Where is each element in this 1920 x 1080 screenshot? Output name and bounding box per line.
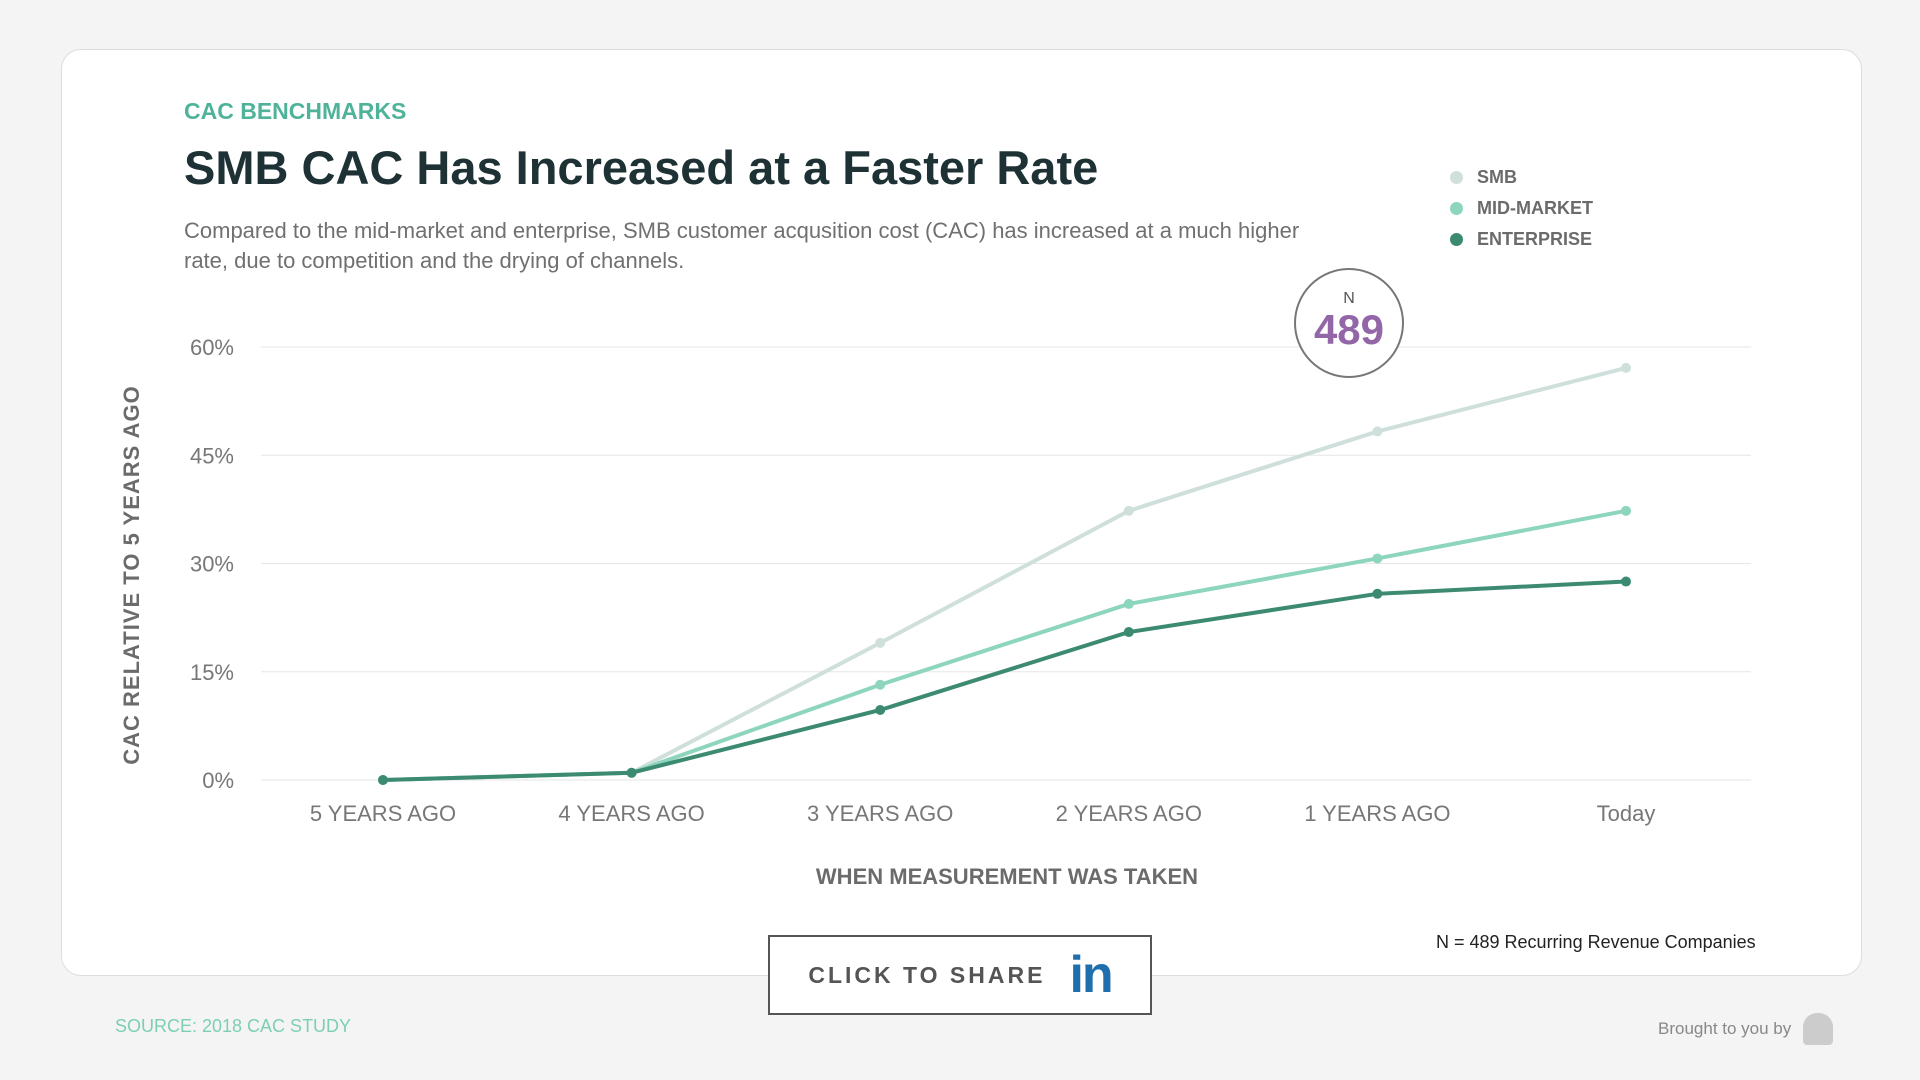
data-point	[1621, 362, 1631, 373]
data-point	[1123, 505, 1134, 516]
data-point	[1372, 588, 1383, 599]
brought-by: Brought to you by	[1658, 1013, 1834, 1045]
y-tick-label: 60%	[190, 335, 234, 360]
badge-label: N	[1343, 290, 1355, 307]
series-line-enterprise	[382, 579, 1627, 782]
series-line-smb	[382, 365, 1627, 782]
y-tick-label: 15%	[190, 660, 234, 685]
x-axis-label: WHEN MEASUREMENT WAS TAKEN	[816, 864, 1198, 889]
share-linkedin-button[interactable]: CLICK TO SHARE in	[768, 935, 1152, 1015]
source-link[interactable]: SOURCE: 2018 CAC STUDY	[115, 1016, 352, 1036]
legend-marker-icon	[1450, 171, 1463, 184]
data-point	[875, 704, 886, 715]
legend-marker-icon	[1450, 202, 1463, 215]
x-tick-label: 3 YEARS AGO	[807, 801, 953, 826]
chart-card	[61, 49, 1862, 976]
legend-label: MID-MARKET	[1477, 198, 1593, 218]
share-label: CLICK TO SHARE	[808, 961, 1046, 988]
brought-by-label: Brought to you by	[1658, 1019, 1792, 1038]
data-point	[378, 775, 388, 785]
badge-value: 489	[1313, 306, 1385, 353]
legend-label: SMB	[1477, 167, 1517, 187]
data-point	[1621, 505, 1631, 516]
chart-subtitle: Compared to the mid-market and enterpris…	[184, 218, 1300, 273]
linkedin-icon: in	[1069, 946, 1113, 1004]
y-axis-label: CAC RELATIVE TO 5 YEARS AGO	[119, 385, 144, 764]
legend: SMB MID-MARKET ENTERPRISE	[1450, 162, 1593, 255]
brand-logo-icon	[1803, 1013, 1834, 1045]
x-tick-label: 1 YEARS AGO	[1304, 801, 1450, 826]
data-point	[875, 679, 886, 690]
x-tick-label: 2 YEARS AGO	[1056, 801, 1202, 826]
data-point	[1621, 576, 1631, 587]
legend-marker-icon	[1450, 233, 1463, 246]
x-tick-label: 5 YEARS AGO	[310, 801, 456, 826]
data-point	[1372, 553, 1383, 564]
series-line-mid-market	[382, 508, 1627, 782]
data-point	[1123, 598, 1134, 609]
y-tick-label: 45%	[190, 443, 234, 468]
data-point	[875, 637, 886, 648]
chart-title: SMB CAC Has Increased at a Faster Rate	[184, 141, 1099, 194]
y-tick-label: 0%	[202, 768, 234, 793]
y-tick-label: 30%	[190, 552, 234, 577]
legend-label: ENTERPRISE	[1477, 229, 1593, 249]
sample-note: N = 489 Recurring Revenue Companies	[1436, 932, 1756, 952]
legend-item: MID-MARKET	[1450, 193, 1593, 224]
n-badge: N 489	[1294, 268, 1404, 378]
x-tick-label: Today	[1597, 801, 1656, 826]
data-point	[1123, 627, 1134, 638]
data-point	[1372, 426, 1383, 437]
eyebrow: CAC BENCHMARKS	[184, 98, 407, 124]
legend-item: SMB	[1450, 162, 1593, 193]
legend-item: ENTERPRISE	[1450, 224, 1593, 255]
x-tick-label: 4 YEARS AGO	[558, 801, 704, 826]
data-point	[626, 767, 637, 778]
